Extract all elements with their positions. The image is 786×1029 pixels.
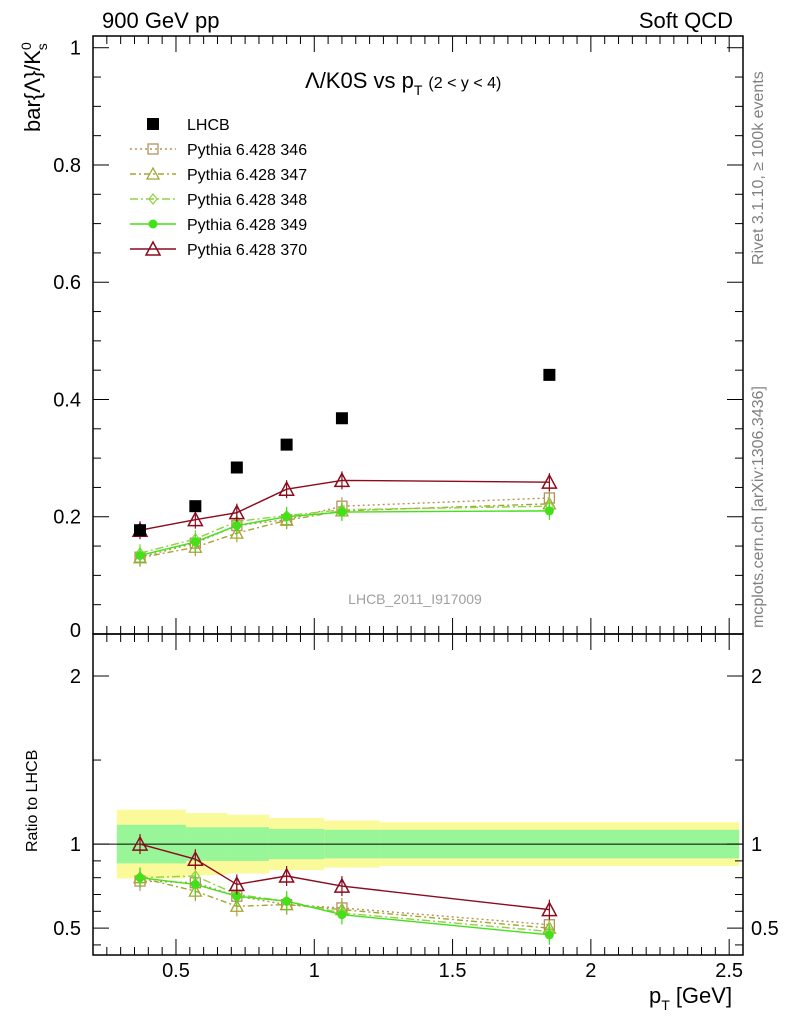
- y-tick-label: 1: [70, 38, 81, 60]
- ratio-point-p370: [333, 877, 351, 893]
- ratio-y-tick-label-right: 2: [751, 666, 762, 688]
- ratio-point-p347: [229, 898, 244, 912]
- y-axis-label: bar{Λ}/K0s: [18, 42, 50, 132]
- point-p349: [190, 537, 200, 547]
- legend-label-p348: Pythia 6.428 348: [187, 192, 307, 209]
- y-tick-label: 0.8: [53, 155, 81, 177]
- ratio-y-axis-label: Ratio to LHCB: [24, 750, 41, 852]
- legend-label-p346: Pythia 6.428 346: [187, 142, 307, 159]
- data-point-lhcb: [280, 438, 293, 451]
- analysis-watermark: LHCB_2011_I917009: [348, 591, 482, 607]
- legend-marker-p370: [144, 240, 162, 256]
- ratio-y-tick-label: 2: [70, 666, 81, 688]
- x-tick-label: 2: [585, 960, 596, 982]
- y-tick-label: 0.6: [53, 272, 81, 294]
- ratio-point-p370: [278, 867, 295, 883]
- point-p349: [337, 507, 347, 517]
- point-p370: [228, 504, 246, 520]
- axes: 0.2 0.4 0.6 0.8 1 0 0.5 1 1.5 2 2.5 0.5 0.5 1 1 2 2: [53, 35, 779, 982]
- ratio-plot-area: [131, 834, 558, 945]
- data-point-lhcb: [230, 461, 243, 474]
- ratio-y-tick-label-right: 1: [751, 834, 762, 856]
- ratio-line-p370: [139, 843, 550, 911]
- plot-title: Λ/K0S vs pT (2 < y < 4): [305, 68, 501, 98]
- ratio-y-tick-label: 1: [70, 834, 81, 856]
- legend-label-p347: Pythia 6.428 347: [187, 167, 307, 184]
- data-point-lhcb: [134, 524, 147, 537]
- ratio-point-p370: [228, 875, 246, 892]
- legend-label-p349: Pythia 6.428 349: [187, 217, 307, 234]
- x-axis-label: pT [GeV]: [649, 983, 732, 1013]
- data-point-lhcb: [335, 412, 348, 425]
- point-p349: [232, 521, 242, 531]
- ratio-line-p348: [140, 875, 550, 933]
- main-plot-area: [131, 368, 558, 567]
- x-tick-label: 1.5: [439, 960, 467, 982]
- ratio-line-p346: [140, 880, 550, 926]
- x-tick-label: 0.5: [162, 960, 190, 982]
- y-tick-label-zero: 0: [70, 620, 81, 642]
- point-p370: [278, 480, 295, 496]
- point-p347: [229, 525, 244, 539]
- ratio-point-p370: [187, 850, 204, 866]
- legend-marker-p348: [148, 193, 158, 205]
- data-point-lhcb: [189, 500, 202, 513]
- ratio-point-p349: [544, 930, 554, 940]
- legend-marker-p349: [148, 219, 158, 229]
- series-line-p370: [139, 479, 550, 531]
- ratio-point-p349: [337, 910, 347, 920]
- ratio-point-p370: [541, 901, 558, 917]
- rivet-label: Rivet 3.1.10, ≥ 100k events: [750, 71, 767, 265]
- ratio-point-p349: [135, 873, 145, 883]
- ratio-line-p347: [139, 877, 550, 929]
- ratio-point-p347: [188, 883, 203, 897]
- ratio-line-p349: [139, 876, 550, 936]
- series-line-p348: [139, 505, 550, 554]
- series-line-p349: [139, 510, 550, 557]
- ratio-uncertainty-band: [93, 809, 743, 879]
- legend-marker-lhcb: [147, 118, 159, 130]
- point-p347: [188, 539, 203, 553]
- y-tick-label: 0.2: [53, 507, 81, 529]
- point-p349: [282, 512, 292, 522]
- ratio-point-p349: [282, 896, 292, 906]
- point-p370: [187, 511, 204, 527]
- point-p370: [333, 471, 351, 488]
- point-p349: [135, 550, 145, 560]
- x-tick-label: 1: [309, 960, 320, 982]
- ratio-y-tick-label: 0.5: [53, 918, 81, 940]
- x-tick-label: 2.5: [715, 960, 743, 982]
- legend: LHCB Pythia 6.428 346 Pythia 6.428 347 Pyth…: [130, 117, 307, 259]
- ratio-point-p370: [131, 835, 149, 851]
- legend-marker-p347: [145, 166, 161, 180]
- header-right: Soft QCD: [639, 8, 733, 33]
- header-left: 900 GeV pp: [102, 8, 219, 33]
- point-p370: [541, 473, 558, 489]
- y-tick-label: 0.4: [53, 389, 81, 411]
- ratio-point-p349: [190, 879, 200, 889]
- legend-label-lhcb: LHCB: [187, 117, 230, 134]
- ratio-y-tick-label-right: 0.5: [751, 918, 779, 940]
- legend-label-p370: Pythia 6.428 370: [187, 242, 307, 259]
- data-point-lhcb: [543, 368, 556, 381]
- point-p349: [544, 506, 554, 516]
- ratio-frame: [92, 633, 744, 956]
- legend-marker-p346: [147, 143, 159, 155]
- mcplots-label: mcplots.cern.ch [arXiv:1306.3436]: [750, 386, 767, 628]
